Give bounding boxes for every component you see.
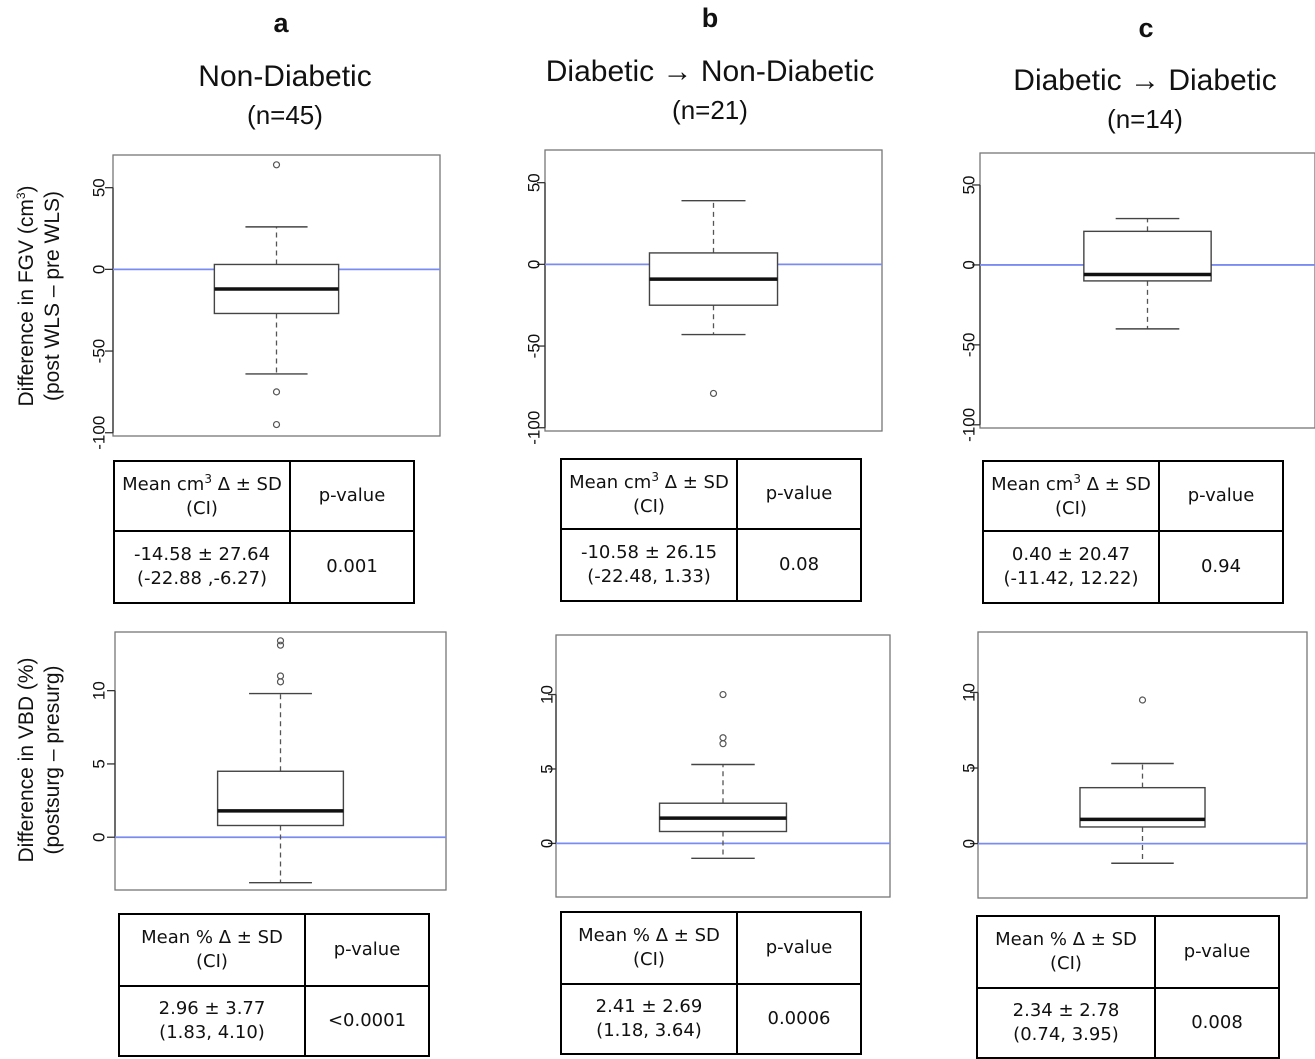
y-tick-label-c-vbd: 10 — [959, 683, 978, 702]
y-tick-label-a-vbd: 10 — [89, 681, 108, 700]
header-mean: Mean % Δ ± SD (CI) — [560, 911, 738, 985]
p-value: 0.08 — [736, 528, 862, 602]
stats-table-fgv-c: Mean cm3 Δ ± SD (CI) p-value 0.40 ± 20.47… — [982, 460, 1284, 604]
mean-value: 2.34 ± 2.78 (0.74, 3.95) — [976, 987, 1156, 1059]
outlier-point-b-fgv — [709, 389, 718, 398]
column-title-b: Diabetic → Non-Diabetic — [545, 55, 875, 88]
y-tick-label-b-vbd: 0 — [537, 839, 556, 848]
p-value: <0.0001 — [304, 985, 430, 1057]
y-tick-label-c-vbd: 5 — [959, 763, 978, 772]
header-p-value: p-value — [304, 913, 430, 987]
outlier-point-a-vbd — [276, 678, 285, 686]
stats-table-fgv-b: Mean cm3 Δ ± SD (CI) p-value -10.58 ± 26.… — [560, 458, 862, 602]
outlier-point-c-vbd — [1138, 696, 1147, 704]
mean-value: -14.58 ± 27.64 (-22.88 ,-6.27) — [113, 530, 291, 604]
mean-value: 2.96 ± 3.77 (1.83, 4.10) — [118, 985, 306, 1057]
header-mean: Mean % Δ ± SD (CI) — [118, 913, 306, 987]
stats-table-vbd-b: Mean % Δ ± SD (CI) p-value 2.41 ± 2.69 (1.… — [560, 911, 862, 1055]
header-p-value: p-value — [1158, 460, 1284, 532]
header-p-value: p-value — [289, 460, 415, 532]
column-n-b: (n=21) — [672, 95, 748, 125]
iqr-box-a-vbd — [216, 770, 345, 827]
column-letter-b: b — [701, 3, 719, 33]
y-tick-label-a-fgv: -50 — [89, 339, 108, 364]
y-tick-label-a-fgv: -100 — [89, 416, 108, 450]
column-n-a: (n=45) — [247, 100, 323, 130]
y-tick-label-c-fgv: 50 — [959, 176, 978, 195]
p-value: 0.008 — [1154, 987, 1280, 1059]
y-tick-label-b-vbd: 10 — [537, 685, 556, 704]
mean-value: 0.40 ± 20.47 (-11.42, 12.22) — [982, 530, 1160, 604]
outlier-point-a-vbd — [276, 641, 285, 649]
p-value: 0.94 — [1158, 530, 1284, 604]
column-title-a: Non-Diabetic — [198, 60, 372, 93]
outlier-point-b-vbd — [719, 740, 727, 748]
outlier-point-a-fgv — [272, 420, 281, 429]
y-tick-label-a-fgv: 0 — [89, 265, 108, 274]
y-tick-label-b-fgv: 50 — [524, 173, 543, 192]
outlier-point-a-fgv — [272, 388, 281, 396]
y-tick-label-c-fgv: -50 — [959, 333, 978, 358]
outlier-point-a-vbd — [276, 637, 285, 645]
y-tick-label-b-fgv: -50 — [524, 334, 543, 359]
header-p-value: p-value — [736, 911, 862, 985]
p-value: 0.0006 — [736, 983, 862, 1055]
column-letter-a: a — [273, 8, 289, 38]
iqr-box-c-fgv — [1083, 230, 1212, 282]
y-tick-label-b-fgv: -100 — [524, 411, 543, 445]
outlier-point-a-fgv — [272, 161, 281, 169]
y-tick-label-a-fgv: 50 — [89, 178, 108, 197]
stats-table-vbd-c: Mean % Δ ± SD (CI) p-value 2.34 ± 2.78 (0.… — [976, 915, 1280, 1059]
column-letter-c: c — [1138, 13, 1154, 43]
header-mean: Mean cm3 Δ ± SD (CI) — [982, 460, 1160, 532]
outlier-point-b-vbd — [719, 734, 727, 742]
outlier-point-a-vbd — [276, 672, 285, 680]
stats-table-vbd-a: Mean % Δ ± SD (CI) p-value 2.96 ± 3.77 (1.… — [118, 913, 430, 1057]
header-p-value: p-value — [736, 458, 862, 530]
column-title-c: Diabetic → Diabetic — [1013, 64, 1277, 97]
p-value: 0.001 — [289, 530, 415, 604]
y-tick-label-b-fgv: 0 — [524, 260, 543, 269]
y-tick-label-c-fgv: 0 — [959, 260, 978, 269]
y-tick-label-a-vbd: 5 — [89, 759, 108, 768]
y-tick-label-a-vbd: 0 — [89, 832, 108, 841]
stats-table-fgv-a: Mean cm3 Δ ± SD (CI) p-value -14.58 ± 27.… — [113, 460, 415, 604]
header-p-value: p-value — [1154, 915, 1280, 989]
y-tick-label-c-fgv: -100 — [959, 408, 978, 442]
mean-value: 2.41 ± 2.69 (1.18, 3.64) — [560, 983, 738, 1055]
header-mean: Mean % Δ ± SD (CI) — [976, 915, 1156, 989]
header-mean: Mean cm3 Δ ± SD (CI) — [560, 458, 738, 530]
outlier-point-b-vbd — [719, 690, 727, 699]
column-n-c: (n=14) — [1107, 104, 1183, 134]
header-mean: Mean cm3 Δ ± SD (CI) — [113, 460, 291, 532]
y-tick-label-b-vbd: 5 — [537, 764, 556, 773]
mean-value: -10.58 ± 26.15 (-22.48, 1.33) — [560, 528, 738, 602]
y-tick-label-c-vbd: 0 — [959, 839, 978, 848]
